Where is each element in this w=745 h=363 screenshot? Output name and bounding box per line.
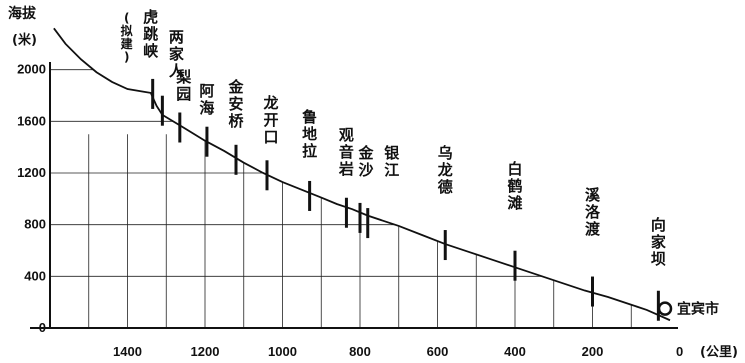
place-label-char: 岩 <box>338 160 354 178</box>
place-label-char: 跳 <box>143 25 158 43</box>
place-label-char: 龙 <box>437 161 453 179</box>
x-tick-label: 400 <box>504 344 526 359</box>
place-label-char: 白 <box>507 160 522 178</box>
place-label-char: 人 <box>169 62 185 80</box>
yibin-city-label: 宜宾市 <box>677 301 719 318</box>
sky-mask <box>53 0 680 321</box>
place-marker: 乌龙德 <box>437 144 453 261</box>
place-marker: 白鹤滩 <box>507 160 523 281</box>
place-note-char: ( <box>124 11 129 25</box>
place-label-char: 梨 <box>175 68 191 86</box>
place-label-char: 音 <box>339 143 354 161</box>
place-label-char: 洛 <box>585 203 601 221</box>
place-marker: 阿海 <box>199 82 214 157</box>
place-label-char: 德 <box>438 178 453 196</box>
place-label-char: 坝 <box>651 250 666 268</box>
y-tick-label: 400 <box>24 268 46 283</box>
place-marker: 虎跳峡 (拟建) <box>120 8 159 109</box>
place-label-char: 地 <box>302 125 317 143</box>
x-tick-label: 0 <box>676 344 683 359</box>
x-tick-label: 200 <box>582 344 604 359</box>
y-tick-labels: 0 400 800 1200 1600 2000 <box>17 62 46 335</box>
place-label-char: 沙 <box>358 161 373 179</box>
place-label-char: 桥 <box>228 112 244 130</box>
place-label-char: 滩 <box>507 194 522 212</box>
place-label-char: 鲁 <box>302 108 317 126</box>
place-label-char: 海 <box>199 99 214 117</box>
place-label-char: 观 <box>339 126 354 144</box>
y-tick-label: 1600 <box>17 113 46 128</box>
place-label-char: 峡 <box>143 42 159 60</box>
place-marker: 银江 <box>366 144 400 239</box>
place-label-char: 龙 <box>262 94 278 112</box>
place-markers: 虎跳峡(拟建)两家人梨园 阿海金安桥龙开口鲁地拉观音岩金沙银江乌龙德白鹤滩 溪洛渡向… <box>120 8 666 321</box>
place-label-char: 向 <box>651 216 666 234</box>
place-label-char: 金 <box>227 78 244 96</box>
place-marker: 观音岩 <box>338 126 354 228</box>
place-label-char: 园 <box>176 85 191 103</box>
place-note-char: ) <box>124 50 129 64</box>
place-label-char: 金 <box>357 144 374 162</box>
place-marker: 溪洛渡 <box>585 186 601 307</box>
y-tick-label: 800 <box>24 217 46 232</box>
place-label-char: 家 <box>169 45 184 63</box>
place-label-char: 乌 <box>438 144 453 162</box>
place-marker: 梨园 <box>175 68 191 143</box>
place-label-char: 两 <box>169 28 184 46</box>
place-label-char: 安 <box>228 95 243 113</box>
place-label-char: 家 <box>651 233 666 251</box>
y-tick-label: 0 <box>39 320 46 335</box>
profile-line <box>53 27 671 322</box>
y-axis-label: 海拔 <box>8 5 37 22</box>
place-label-char: 江 <box>384 161 399 179</box>
x-tick-labels: 1400 1200 1000 800 600 400 200 0 <box>113 344 683 359</box>
place-label-char: 渡 <box>585 220 601 238</box>
river-profile-line <box>53 0 680 322</box>
place-label-char: 拉 <box>302 142 317 160</box>
place-label-char: 银 <box>384 144 400 162</box>
place-note-char: 建 <box>120 36 134 51</box>
x-tick-label: 800 <box>349 344 371 359</box>
yibin-city-marker <box>657 301 673 316</box>
x-tick-label: 1200 <box>191 344 220 359</box>
y-axis-unit: (米) <box>12 32 37 48</box>
x-tick-label: 1400 <box>113 344 142 359</box>
place-label-char: 口 <box>263 128 278 146</box>
place-label-char: 溪 <box>585 186 601 204</box>
place-marker: 鲁地拉 <box>302 108 317 211</box>
x-tick-label: 600 <box>427 344 449 359</box>
place-marker: 金安桥 <box>227 78 244 175</box>
place-label-char: 虎 <box>143 8 158 26</box>
place-marker: 金沙 <box>357 144 374 233</box>
place-label-char: 开 <box>263 111 278 129</box>
axes <box>30 62 678 329</box>
y-tick-label: 2000 <box>17 62 46 77</box>
place-label-char: 鹤 <box>507 177 522 195</box>
place-label-char: 阿 <box>199 82 214 100</box>
x-axis-unit: (公里) <box>700 345 738 360</box>
place-marker: 两家人 <box>160 28 185 126</box>
x-tick-label: 1000 <box>268 344 297 359</box>
y-tick-label: 1200 <box>17 165 46 180</box>
place-marker: 龙开口 <box>262 94 279 191</box>
place-note-char: 拟 <box>121 23 133 38</box>
